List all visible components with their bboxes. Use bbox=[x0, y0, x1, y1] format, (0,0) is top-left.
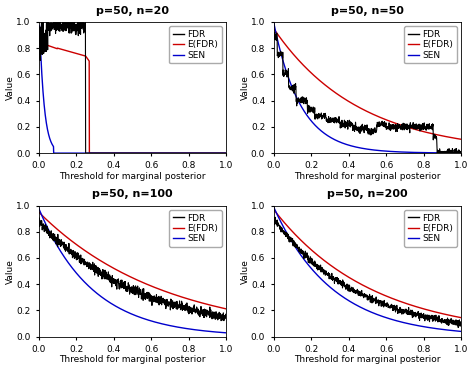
Legend: FDR, E(FDR), SEN: FDR, E(FDR), SEN bbox=[404, 26, 457, 63]
Title: p=50, n=100: p=50, n=100 bbox=[92, 189, 173, 199]
Y-axis label: Value: Value bbox=[6, 75, 15, 100]
Legend: FDR, E(FDR), SEN: FDR, E(FDR), SEN bbox=[169, 210, 222, 247]
X-axis label: Threshold for marginal posterior: Threshold for marginal posterior bbox=[294, 172, 441, 181]
X-axis label: Threshold for marginal posterior: Threshold for marginal posterior bbox=[59, 172, 206, 181]
Legend: FDR, E(FDR), SEN: FDR, E(FDR), SEN bbox=[169, 26, 222, 63]
Legend: FDR, E(FDR), SEN: FDR, E(FDR), SEN bbox=[404, 210, 457, 247]
X-axis label: Threshold for marginal posterior: Threshold for marginal posterior bbox=[294, 356, 441, 364]
Title: p=50, n=20: p=50, n=20 bbox=[96, 6, 169, 16]
Title: p=50, n=50: p=50, n=50 bbox=[331, 6, 404, 16]
Title: p=50, n=200: p=50, n=200 bbox=[327, 189, 408, 199]
X-axis label: Threshold for marginal posterior: Threshold for marginal posterior bbox=[59, 356, 206, 364]
Y-axis label: Value: Value bbox=[240, 75, 249, 100]
Y-axis label: Value: Value bbox=[240, 259, 249, 283]
Y-axis label: Value: Value bbox=[6, 259, 15, 283]
